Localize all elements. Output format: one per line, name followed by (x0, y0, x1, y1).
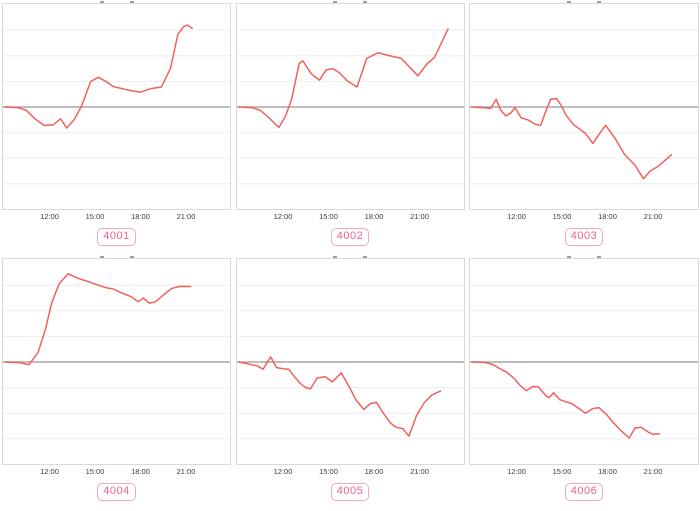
x-tick-label: 15:00 (85, 212, 105, 221)
chart-id-badge[interactable]: 4005 (330, 483, 370, 501)
x-tick-label: 12:00 (273, 467, 293, 476)
x-tick-label: 15:00 (319, 467, 338, 476)
x-tick-label: 15:00 (85, 467, 105, 476)
chart-plot-area-4001 (3, 24, 230, 185)
x-axis-tick-row: 12:00 15:00 18:00 21:00 (236, 465, 465, 478)
x-axis-tick-row: 12:00 15:00 18:00 21:00 (469, 465, 699, 478)
chart-id-badge[interactable]: 4002 (330, 228, 370, 246)
series-line (471, 97, 673, 180)
series-line (4, 24, 193, 129)
x-tick-label: 15:00 (552, 212, 572, 221)
chart-id-badge-row: 4002 (236, 223, 465, 256)
chart-cell-4004: 12:00 15:00 18:00 21:00 4004 (2, 256, 231, 511)
x-tick-label: 12:00 (40, 212, 59, 221)
chart-cell-4006: 12:00 15:00 18:00 21:00 4006 (469, 256, 699, 511)
x-tick-label: 21:00 (410, 212, 429, 221)
x-tick-label: 18:00 (131, 212, 150, 221)
x-axis-tick-row: 12:00 15:00 18:00 21:00 (236, 210, 465, 223)
x-tick-label: 21:00 (176, 467, 196, 476)
chart-id-badge-row: 4005 (236, 478, 465, 511)
chart-panel-4002 (235, 1, 465, 210)
chart-plot-area-4003 (470, 29, 698, 185)
chart-id-badge-row: 4006 (469, 478, 699, 511)
chart-cell-4005: 12:00 15:00 18:00 21:00 4005 (235, 256, 465, 511)
x-tick-label: 12:00 (40, 467, 59, 476)
chart-cell-4002: 12:00 15:00 18:00 21:00 4002 (235, 1, 465, 256)
series-line (4, 272, 192, 366)
chart-id-badge[interactable]: 4006 (564, 483, 604, 501)
chart-panel-4004 (2, 256, 231, 465)
chart-cell-4001: 12:00 15:00 18:00 21:00 4001 (2, 1, 231, 256)
chart-panel-4001 (2, 1, 231, 210)
x-tick-label: 21:00 (410, 467, 429, 476)
series-line (237, 28, 449, 129)
chart-id-badge[interactable]: 4001 (97, 228, 136, 246)
chart-id-badge-row: 4003 (469, 223, 699, 256)
chart-plot-area-4006 (470, 284, 698, 440)
chart-id-badge-row: 4004 (2, 478, 231, 511)
chart-panel-4003 (469, 1, 699, 210)
x-tick-label: 18:00 (131, 467, 150, 476)
x-axis-tick-row: 12:00 15:00 18:00 21:00 (2, 210, 231, 223)
series-line (237, 356, 441, 437)
x-tick-label: 21:00 (643, 467, 663, 476)
x-tick-label: 12:00 (507, 212, 526, 221)
chart-panel-4006 (469, 256, 699, 465)
x-tick-label: 12:00 (507, 467, 526, 476)
x-tick-label: 18:00 (598, 212, 617, 221)
chart-id-badge[interactable]: 4003 (564, 228, 604, 246)
chart-plot-area-4005 (236, 284, 464, 440)
x-tick-label: 21:00 (176, 212, 196, 221)
chart-id-badge[interactable]: 4004 (97, 483, 136, 501)
chart-plot-area-4002 (236, 28, 464, 185)
x-axis-tick-row: 12:00 15:00 18:00 21:00 (469, 210, 699, 223)
x-tick-label: 15:00 (319, 212, 338, 221)
x-tick-label: 21:00 (643, 212, 663, 221)
x-axis-tick-row: 12:00 15:00 18:00 21:00 (2, 465, 231, 478)
chart-panel-4005 (235, 256, 465, 465)
x-tick-label: 18:00 (598, 467, 617, 476)
x-tick-label: 18:00 (364, 467, 384, 476)
chart-id-badge-row: 4001 (2, 223, 231, 256)
x-tick-label: 12:00 (273, 212, 293, 221)
chart-plot-area-4004 (3, 272, 230, 440)
series-line (471, 361, 661, 439)
x-tick-label: 15:00 (552, 467, 572, 476)
x-tick-label: 18:00 (364, 212, 384, 221)
chart-cell-4003: 12:00 15:00 18:00 21:00 4003 (469, 1, 699, 256)
